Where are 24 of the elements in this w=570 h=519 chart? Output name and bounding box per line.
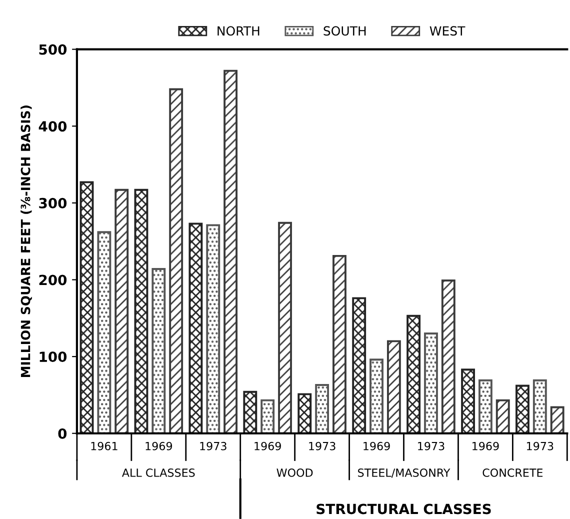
y-tick-label: 0 xyxy=(58,428,67,439)
y-tick-label: 200 xyxy=(39,274,67,286)
text: ALL CLASSES xyxy=(122,468,195,477)
x-tick-label: 1969 xyxy=(254,442,281,450)
x-tick-label: 1969 xyxy=(146,442,172,450)
x-tick-label: 1961 xyxy=(91,442,118,450)
legend-label: SOUTH xyxy=(324,26,366,36)
text: STRUCTURAL CLASSES xyxy=(316,504,491,514)
y-axis-title: MILLION SQUARE FEET (⅜-INCH BASIS) xyxy=(20,106,32,378)
x-tick-label: 1973 xyxy=(309,442,336,450)
x-tick-label: 1973 xyxy=(527,442,554,450)
text: CONCRETE xyxy=(482,468,543,477)
x-tick-label: 1973 xyxy=(418,442,444,450)
text: STEEL/MASONRY xyxy=(358,468,450,478)
y-tick-label: 400 xyxy=(38,121,67,132)
x-tick-label: 1969 xyxy=(364,442,390,450)
legend-label: NORTH xyxy=(218,26,260,36)
y-tick-label: 300 xyxy=(39,198,67,208)
x-tick-label: 1973 xyxy=(200,442,226,450)
text: WOOD xyxy=(276,468,313,477)
legend-label: WEST xyxy=(430,26,466,36)
y-tick-label: 500 xyxy=(39,44,67,55)
x-tick-label: 1969 xyxy=(472,442,499,450)
y-tick-label: 100 xyxy=(40,352,67,362)
